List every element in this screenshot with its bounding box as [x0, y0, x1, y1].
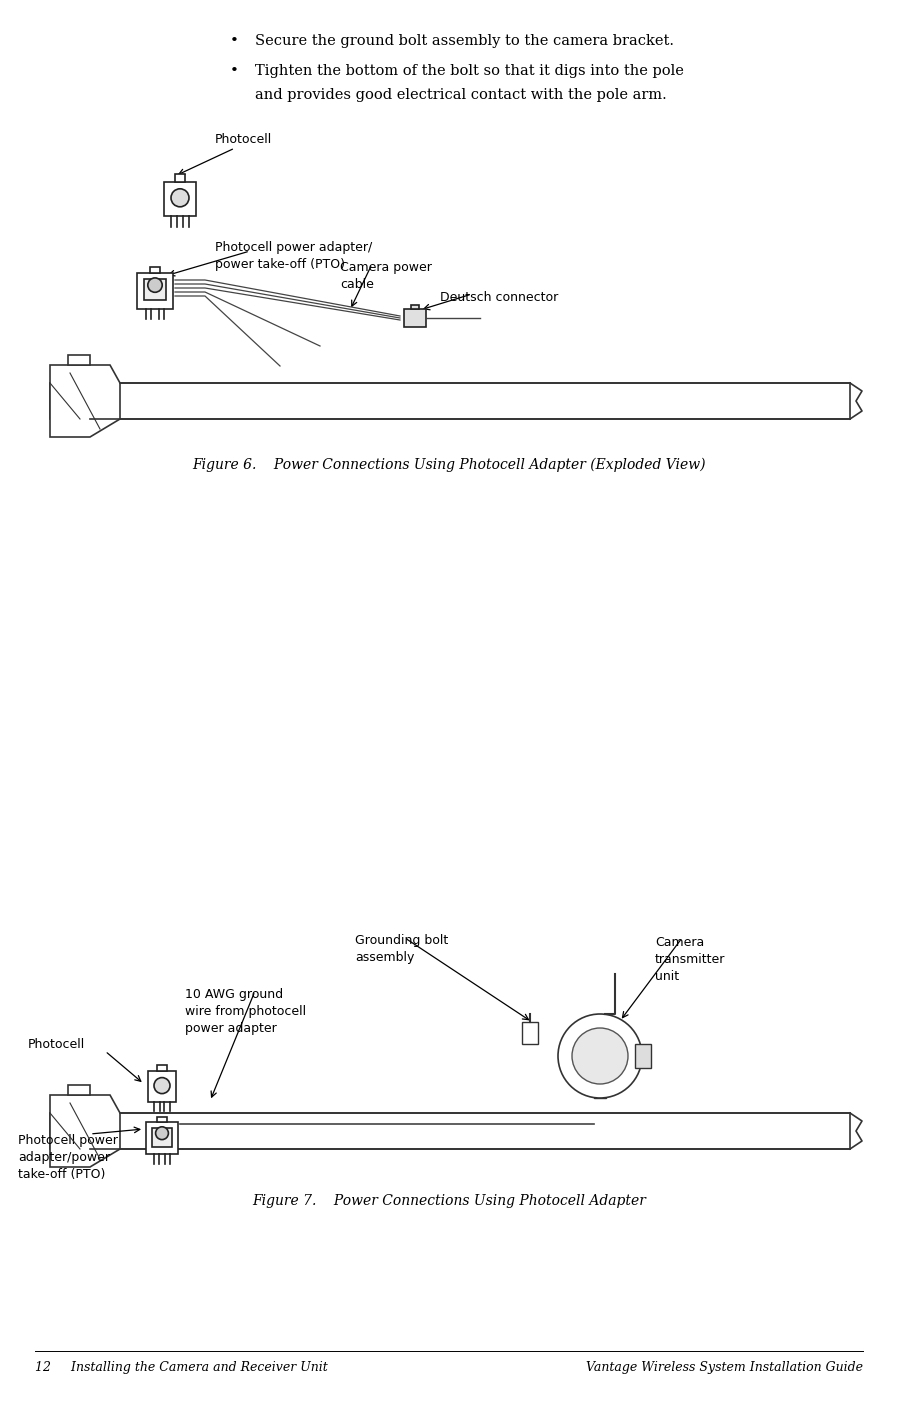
- Text: •: •: [230, 34, 239, 48]
- Ellipse shape: [171, 188, 189, 207]
- Bar: [594, 1043, 606, 1098]
- Text: Figure 7.    Power Connections Using Photocell Adapter: Figure 7. Power Connections Using Photoc…: [252, 1194, 646, 1208]
- Text: Vantage Wireless System Installation Guide: Vantage Wireless System Installation Gui…: [586, 1361, 863, 1374]
- Bar: [157, 1064, 167, 1071]
- Circle shape: [148, 278, 163, 292]
- Bar: [411, 305, 418, 309]
- Bar: [145, 278, 166, 301]
- Text: Camera
transmitter
unit: Camera transmitter unit: [655, 936, 726, 983]
- Bar: [163, 181, 196, 215]
- Text: •: •: [230, 65, 239, 77]
- Bar: [137, 273, 173, 308]
- Bar: [146, 1122, 178, 1154]
- Circle shape: [572, 1028, 628, 1084]
- Polygon shape: [50, 366, 120, 437]
- Bar: [68, 354, 90, 366]
- Text: Grounding bolt
assembly: Grounding bolt assembly: [355, 934, 448, 965]
- Bar: [157, 1118, 167, 1122]
- Bar: [635, 1045, 651, 1069]
- Bar: [68, 1085, 90, 1095]
- Circle shape: [155, 1126, 169, 1140]
- Polygon shape: [50, 1095, 120, 1167]
- Ellipse shape: [154, 1077, 170, 1094]
- Bar: [174, 174, 185, 181]
- Bar: [404, 309, 426, 328]
- Text: Tighten the bottom of the bolt so that it digs into the pole: Tighten the bottom of the bolt so that i…: [255, 65, 684, 77]
- Text: Photocell: Photocell: [215, 134, 272, 146]
- Bar: [147, 1071, 176, 1101]
- Text: Camera power
cable: Camera power cable: [340, 262, 432, 291]
- Bar: [150, 267, 161, 273]
- Bar: [50, 382, 850, 419]
- Text: Deutsch connector: Deutsch connector: [440, 291, 559, 304]
- Text: 12     Installing the Camera and Receiver Unit: 12 Installing the Camera and Receiver Un…: [35, 1361, 328, 1374]
- Circle shape: [558, 1014, 642, 1098]
- Bar: [153, 1128, 172, 1147]
- Text: Figure 6.    Power Connections Using Photocell Adapter (Exploded View): Figure 6. Power Connections Using Photoc…: [192, 458, 706, 472]
- Text: Secure the ground bolt assembly to the camera bracket.: Secure the ground bolt assembly to the c…: [255, 34, 674, 48]
- Text: 10 AWG ground
wire from photocell
power adapter: 10 AWG ground wire from photocell power …: [185, 988, 306, 1035]
- Text: Photocell power
adapter/power
take-off (PTO): Photocell power adapter/power take-off (…: [18, 1135, 118, 1181]
- Text: Photocell: Photocell: [28, 1038, 85, 1050]
- Bar: [50, 1114, 850, 1149]
- Text: and provides good electrical contact with the pole arm.: and provides good electrical contact wit…: [255, 89, 666, 103]
- Text: Photocell power adapter/
power take-off (PTO): Photocell power adapter/ power take-off …: [215, 240, 373, 271]
- Bar: [522, 1022, 538, 1045]
